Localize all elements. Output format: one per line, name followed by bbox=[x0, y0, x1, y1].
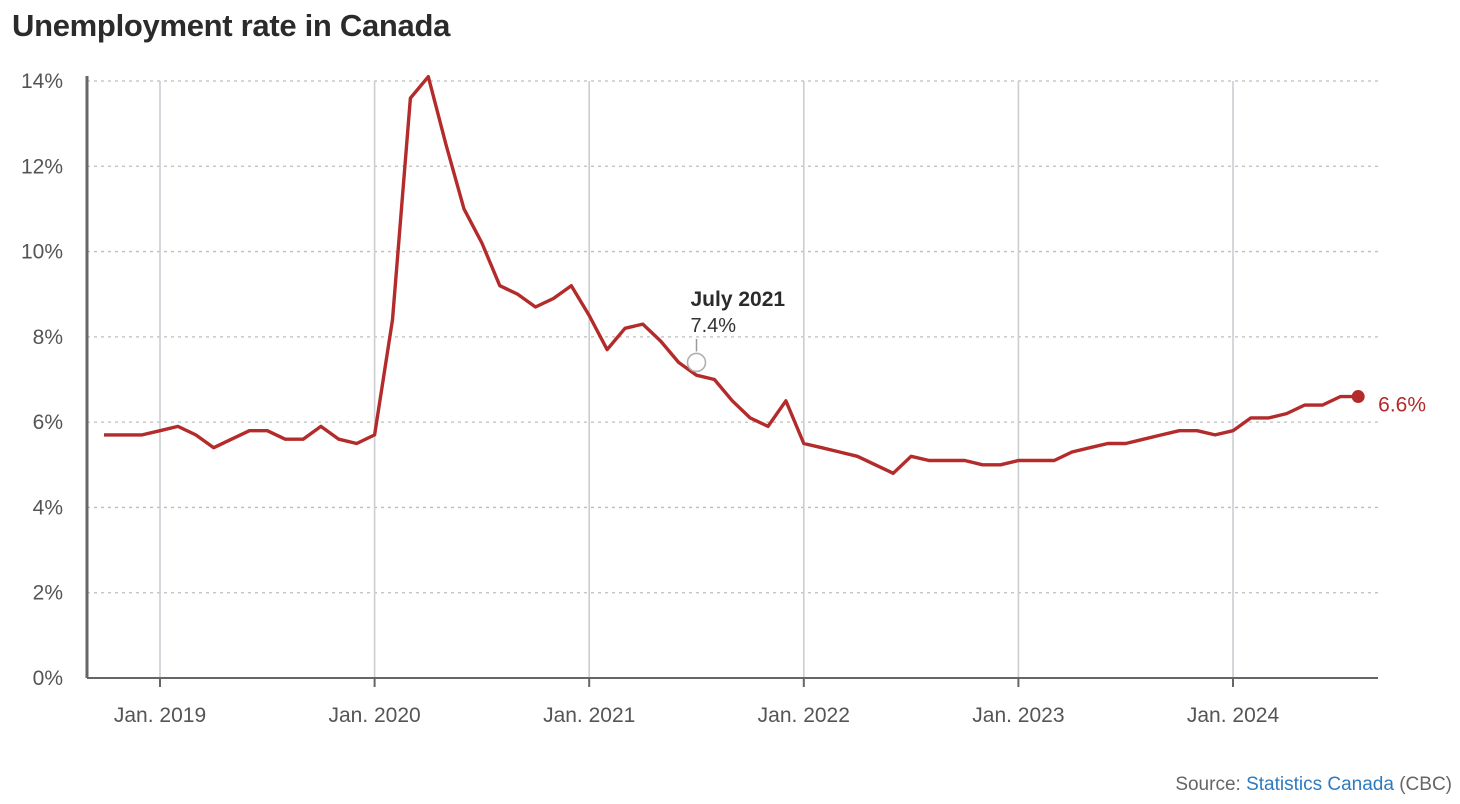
x-tick-labels: Jan. 2019 Jan. 2020 Jan. 2021 Jan. 2022 Jan.… bbox=[114, 704, 1280, 727]
annotation-july-2021: July 2021 7.4% bbox=[686, 288, 786, 373]
y-tick-label-8: 8% bbox=[33, 326, 63, 349]
source-credit: Source: Statistics Canada (CBC) bbox=[1175, 774, 1452, 796]
annotation-value: 7.4% bbox=[691, 315, 737, 337]
source-suffix: (CBC) bbox=[1393, 774, 1452, 795]
y-tick-label-12: 12% bbox=[21, 155, 63, 178]
latest-value-marker: 6.6% bbox=[1351, 390, 1426, 417]
x-tick-label-2021-01: Jan. 2021 bbox=[543, 704, 635, 727]
source-link[interactable]: Statistics Canada bbox=[1246, 774, 1394, 795]
series-unemployment bbox=[104, 75, 1360, 475]
x-tick-label-2022-01: Jan. 2022 bbox=[758, 704, 850, 727]
y-tick-label-0: 0% bbox=[33, 667, 63, 690]
vertical-gridlines bbox=[159, 81, 1234, 678]
annotation-title: July 2021 bbox=[691, 288, 786, 311]
y-tick-label-2: 2% bbox=[33, 582, 63, 605]
y-tick-label-10: 10% bbox=[21, 241, 63, 264]
horizontal-gridlines bbox=[87, 80, 1378, 594]
latest-value-dot bbox=[1351, 390, 1365, 404]
y-tick-label-14: 14% bbox=[21, 70, 63, 93]
source-prefix: Source: bbox=[1175, 774, 1247, 795]
x-tick-label-2024-01: Jan. 2024 bbox=[1187, 704, 1280, 727]
chart-title: Unemployment rate in Canada bbox=[12, 8, 451, 43]
x-tick-label-2019-01: Jan. 2019 bbox=[114, 704, 206, 727]
latest-value-label: 6.6% bbox=[1378, 394, 1426, 417]
series-line bbox=[104, 75, 1360, 475]
y-tick-labels: 0% 2% 4% 6% 8% 10% 12% 14% bbox=[21, 70, 63, 690]
x-tick-label-2023-01: Jan. 2023 bbox=[972, 704, 1064, 727]
y-tick-label-4: 4% bbox=[33, 496, 63, 519]
y-tick-label-6: 6% bbox=[33, 411, 63, 434]
annotation-point bbox=[686, 352, 707, 373]
x-tick-label-2020-01: Jan. 2020 bbox=[328, 704, 420, 727]
axes bbox=[85, 76, 1378, 687]
